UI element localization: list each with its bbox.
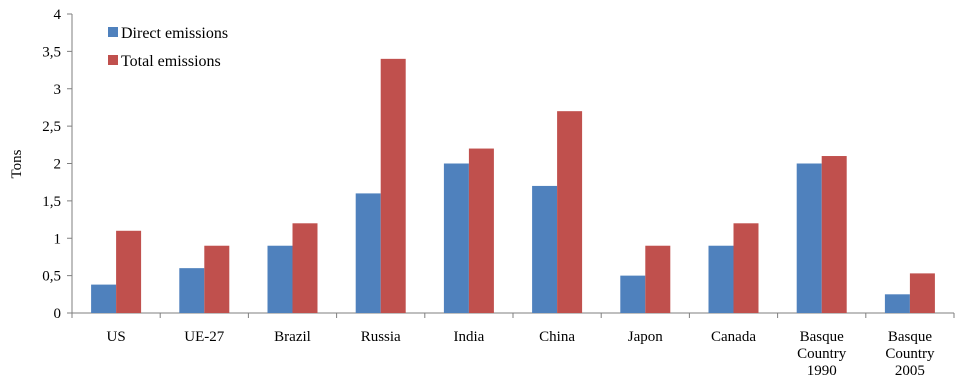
bar-total-emissions [822, 156, 847, 313]
bar-direct-emissions [268, 246, 293, 313]
bar-direct-emissions [797, 164, 822, 314]
bar-direct-emissions [532, 186, 557, 313]
x-tick-label: 1990 [807, 363, 837, 379]
y-tick-label: 0,5 [42, 269, 61, 285]
x-axis: US UE-27 Brazil Russia India China Japon Canada… [72, 313, 954, 379]
bar-total-emissions [645, 246, 670, 313]
bar-direct-emissions [179, 268, 204, 313]
bar-total-emissions [381, 59, 406, 313]
x-tick-label: Country [797, 346, 847, 362]
x-tick-label: Country [885, 346, 935, 362]
y-tick-label: 1,5 [42, 194, 61, 210]
bar-total-emissions [734, 223, 759, 313]
bar-direct-emissions [709, 246, 734, 313]
bar-total-emissions [293, 223, 318, 313]
y-tick-label: 2,5 [42, 119, 61, 135]
bar-total-emissions [204, 246, 229, 313]
x-tick-label: US [107, 329, 126, 345]
x-tick-label: 2005 [895, 363, 925, 379]
y-axis-label: Tons [9, 149, 25, 178]
x-tick-label: China [539, 329, 575, 345]
y-tick-label: 2 [54, 157, 62, 173]
bar-direct-emissions [444, 164, 469, 314]
y-tick-label: 3,5 [42, 44, 61, 60]
y-tick-label: 4 [54, 7, 62, 23]
bar-direct-emissions [620, 276, 645, 313]
legend-label: Direct emissions [121, 25, 228, 42]
bar-direct-emissions [885, 294, 910, 313]
bar-total-emissions [910, 273, 935, 313]
legend: Direct emissions Total emissions [108, 25, 228, 70]
x-tick-label: Basque [800, 329, 845, 345]
bar-direct-emissions [356, 193, 381, 313]
x-tick-label: Russia [361, 329, 401, 345]
legend-label: Total emissions [121, 53, 221, 70]
x-tick-label: Basque [888, 329, 933, 345]
bar-total-emissions [116, 231, 141, 313]
legend-swatch [108, 55, 118, 65]
y-axis: 0 0,5 1 1,5 2 2,5 3 3,5 4 [42, 7, 72, 322]
bar-total-emissions [557, 111, 582, 313]
y-tick-label: 0 [54, 306, 62, 322]
y-tick-label: 1 [54, 231, 62, 247]
legend-swatch [108, 27, 118, 37]
x-tick-label: Japon [628, 329, 663, 345]
x-tick-label: Brazil [274, 329, 311, 345]
bar-direct-emissions [91, 285, 116, 313]
x-tick-label: UE-27 [184, 329, 224, 345]
x-tick-label: Canada [711, 329, 756, 345]
bar-total-emissions [469, 149, 494, 313]
bars [91, 59, 935, 313]
x-tick-label: India [453, 329, 484, 345]
y-tick-label: 3 [54, 82, 62, 98]
